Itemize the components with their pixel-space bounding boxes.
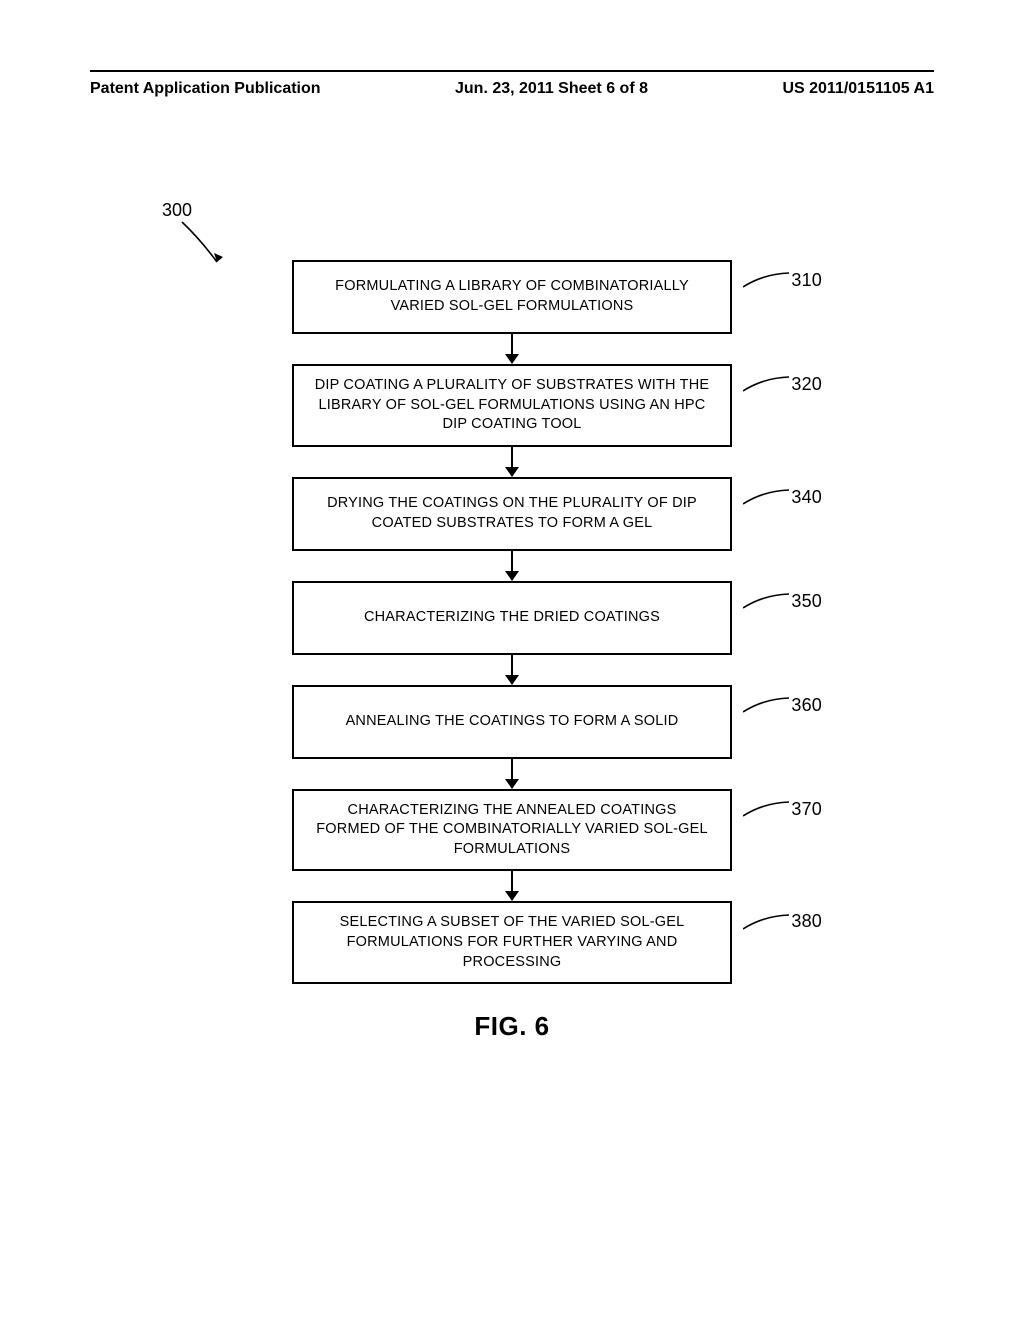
callout-leader-icon — [743, 800, 791, 818]
flow-arrow-icon — [505, 871, 519, 901]
flow-step-text: DRYING THE COATINGS ON THE PLURALITY OF … — [314, 494, 710, 533]
ref-number: 360 — [791, 693, 822, 717]
ref-callout-310: 310 — [743, 268, 822, 292]
header-center: Jun. 23, 2011 Sheet 6 of 8 — [321, 80, 783, 98]
flow-step-370: CHARACTERIZING THE ANNEALED COATINGS FOR… — [292, 789, 732, 872]
ref-number: 370 — [791, 797, 822, 821]
flow-column: FORMULATING A LIBRARY OF COMBINATORIALLY… — [192, 260, 832, 984]
flow-step-380: SELECTING A SUBSET OF THE VARIED SOL-GEL… — [292, 901, 732, 984]
ref-number: 340 — [791, 485, 822, 509]
ref-number: 350 — [791, 589, 822, 613]
flow-arrow-icon — [505, 551, 519, 581]
header-row: Patent Application Publication Jun. 23, … — [90, 80, 934, 98]
ref-callout-320: 320 — [743, 372, 822, 396]
callout-leader-icon — [743, 488, 791, 506]
flow-arrow-icon — [505, 759, 519, 789]
flow-step-350: CHARACTERIZING THE DRIED COATINGS 350 — [292, 581, 732, 655]
ref-number: 320 — [791, 372, 822, 396]
flow-step-text: DIP COATING A PLURALITY OF SUBSTRATES WI… — [314, 376, 710, 435]
callout-leader-icon — [743, 913, 791, 931]
header-right: US 2011/0151105 A1 — [782, 80, 934, 98]
header-left: Patent Application Publication — [90, 80, 321, 98]
flow-step-360: ANNEALING THE COATINGS TO FORM A SOLID 3… — [292, 685, 732, 759]
ref-callout-340: 340 — [743, 485, 822, 509]
flow-step-310: FORMULATING A LIBRARY OF COMBINATORIALLY… — [292, 260, 732, 334]
flow-step-text: SELECTING A SUBSET OF THE VARIED SOL-GEL… — [314, 913, 710, 972]
callout-leader-icon — [743, 375, 791, 393]
ref-callout-360: 360 — [743, 693, 822, 717]
ref-number: 310 — [791, 268, 822, 292]
flow-arrow-icon — [505, 655, 519, 685]
ref-callout-350: 350 — [743, 589, 822, 613]
flowchart: 300 FORMULATING A LIBRARY OF COMBINATORI… — [192, 210, 832, 984]
flow-arrow-icon — [505, 334, 519, 364]
flowchart-overall-ref: 300 — [162, 200, 192, 221]
flow-arrow-icon — [505, 447, 519, 477]
callout-leader-icon — [743, 592, 791, 610]
flow-step-text: FORMULATING A LIBRARY OF COMBINATORIALLY… — [314, 277, 710, 316]
flow-step-text: CHARACTERIZING THE DRIED COATINGS — [364, 608, 660, 628]
flow-step-text: CHARACTERIZING THE ANNEALED COATINGS FOR… — [314, 801, 710, 860]
callout-leader-icon — [743, 271, 791, 289]
figure-caption: FIG. 6 — [474, 1011, 549, 1042]
page: Patent Application Publication Jun. 23, … — [0, 0, 1024, 1320]
ref-callout-370: 370 — [743, 797, 822, 821]
header-rule — [90, 70, 934, 72]
ref-number: 380 — [791, 909, 822, 933]
flow-step-340: DRYING THE COATINGS ON THE PLURALITY OF … — [292, 477, 732, 551]
flow-step-320: DIP COATING A PLURALITY OF SUBSTRATES WI… — [292, 364, 732, 447]
callout-leader-icon — [743, 696, 791, 714]
flow-step-text: ANNEALING THE COATINGS TO FORM A SOLID — [346, 712, 679, 732]
ref-callout-380: 380 — [743, 909, 822, 933]
